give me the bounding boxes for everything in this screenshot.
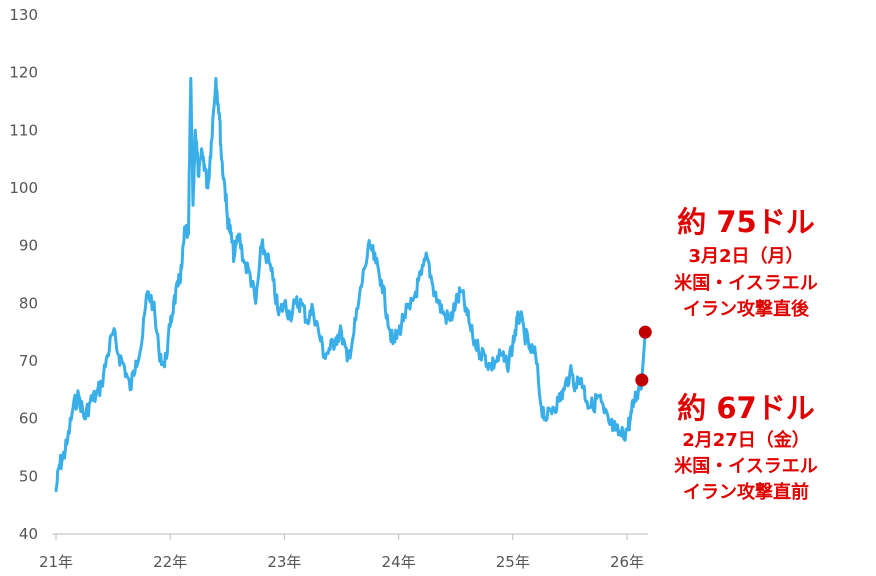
y-tick-label: 90: [19, 237, 38, 255]
annotation-before: 約 67ドル 2月27日（金） 米国・イスラエル イラン攻撃直前: [674, 391, 817, 503]
x-tick-label: 25年: [496, 553, 530, 571]
price-marker: [638, 325, 652, 339]
annotation-before-value: 約 67ドル: [677, 391, 814, 425]
x-tick-label: 21年: [39, 553, 73, 571]
y-tick-label: 70: [19, 352, 38, 370]
annotation-after-value: 約 75ドル: [677, 205, 814, 239]
series-line: [54, 76, 647, 493]
y-tick-label: 110: [9, 121, 38, 139]
y-tick-label: 60: [19, 410, 38, 428]
annotation-before-note1: 米国・イスラエル: [674, 455, 817, 477]
y-tick-label: 100: [9, 179, 38, 197]
y-axis: 130 120 110 100 90 80 70 60 50 40: [9, 6, 38, 543]
annotation-after-note1: 米国・イスラエル: [674, 272, 817, 294]
markers: [635, 325, 652, 387]
annotation-before-date: 2月27日（金）: [682, 429, 810, 451]
annotation-after-date: 3月2日（月）: [688, 246, 803, 267]
x-tick-label: 22年: [153, 553, 187, 571]
annotation-after-note2: イラン攻撃直後: [683, 298, 810, 320]
x-tick-label: 24年: [382, 553, 416, 571]
x-axis: 21年 22年 23年 24年 25年 26年: [39, 534, 644, 571]
y-tick-label: 120: [9, 64, 38, 82]
y-tick-label: 50: [19, 467, 38, 485]
annotation-before-note2: イラン攻撃直前: [683, 481, 809, 503]
y-tick-label: 80: [19, 294, 38, 312]
y-tick-label: 130: [9, 6, 38, 24]
x-tick-label: 26年: [610, 553, 644, 571]
annotation-after: 約 75ドル 3月2日（月） 米国・イスラエル イラン攻撃直後: [674, 205, 817, 320]
price-marker: [635, 373, 649, 387]
y-tick-label: 40: [19, 525, 38, 543]
x-tick-label: 23年: [267, 553, 301, 571]
